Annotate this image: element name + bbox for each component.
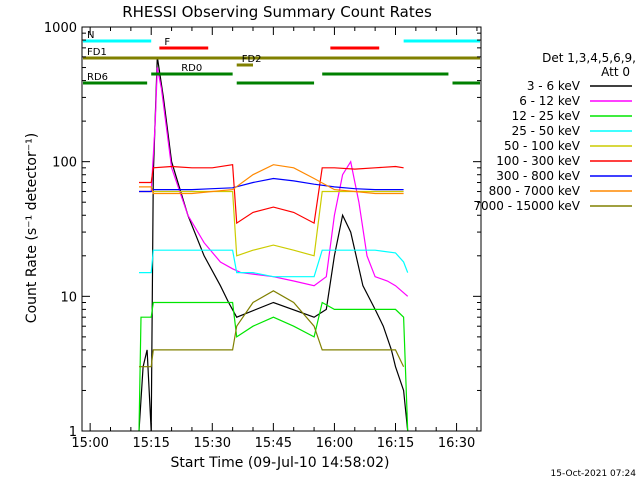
flag-label-rd0: RD0 [181, 63, 202, 74]
series-line-3 [138, 301, 409, 432]
footer-timestamp: 15-Oct-2021 07:24 [551, 469, 637, 479]
y-axis-label: Count Rate (s⁻¹ detector⁻¹) [24, 133, 40, 323]
chart-title: RHESSI Observing Summary Count Rates [122, 3, 432, 21]
legend-header-line-2: Att 0 [601, 65, 630, 79]
series-line-9 [139, 290, 405, 368]
x-axis-label: Start Time (09-Jul-10 14:58:02) [170, 455, 389, 471]
y-tick-label: 1000 [44, 21, 77, 36]
legend-entry-label: 100 - 300 keV [496, 154, 580, 168]
legend-entry-label: 800 - 7000 keV [489, 184, 581, 198]
axis-ticks: 15:00 15:15 15:30 15:45 16:00 16:15 16:30 1 10 10… [44, 21, 481, 451]
x-tick-label: 15:45 [255, 436, 292, 451]
flag-label-fd2: FD2 [242, 54, 262, 65]
flag-label-n: N [87, 30, 94, 41]
x-tick-label: 16:30 [438, 436, 475, 451]
legend-entry-label: 25 - 50 keV [512, 124, 581, 138]
x-tick-label: 16:00 [316, 436, 353, 451]
x-tick-label: 15:15 [132, 436, 169, 451]
y-tick-label: 1 [69, 425, 77, 440]
series-line-4 [139, 249, 409, 278]
series-line-7 [139, 177, 404, 193]
y-tick-label: 10 [60, 290, 77, 305]
x-tick-label: 15:00 [71, 436, 108, 451]
legend-entry-label: 7000 - 15000 keV [473, 199, 580, 213]
legend-entry-label: 50 - 100 keV [504, 139, 581, 153]
series-line-8 [139, 164, 404, 195]
flag-label-f: F [164, 37, 170, 48]
y-tick-label: 100 [52, 156, 77, 171]
legend-header-line-1: Det 1,3,4,5,6,9, [542, 51, 636, 65]
flag-bars: N F FD1 FD2 RD0 RD6 [83, 30, 480, 85]
plot-frame [81, 26, 482, 432]
flag-label-rd6: RD6 [87, 72, 108, 83]
series-line-1 [138, 56, 409, 432]
legend-entry-label: 12 - 25 keV [512, 109, 581, 123]
series-layer [138, 56, 409, 432]
flag-label-fd1: FD1 [87, 47, 107, 58]
legend-entry-label: 3 - 6 keV [527, 79, 581, 93]
x-tick-label: 15:30 [194, 436, 231, 451]
legend-entry-label: 6 - 12 keV [519, 94, 581, 108]
series-line-6 [139, 164, 404, 225]
legend-entry-label: 300 - 800 keV [496, 169, 580, 183]
x-tick-label: 16:15 [377, 436, 414, 451]
